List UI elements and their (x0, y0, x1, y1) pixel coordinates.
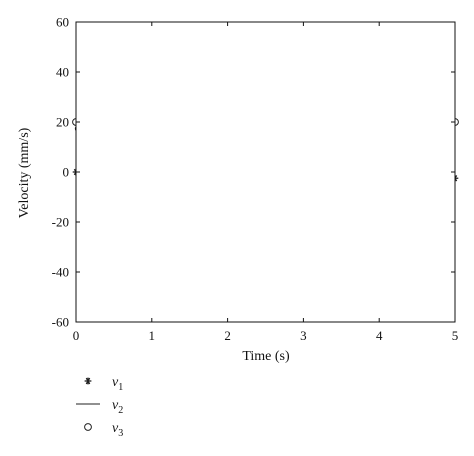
y-tick-label: 60 (56, 15, 69, 30)
y-tick-label: 20 (56, 115, 69, 130)
x-tick-label: 3 (300, 328, 307, 343)
asterisk-marker (84, 377, 92, 385)
y-tick-label: -20 (52, 215, 69, 230)
x-tick-label: 5 (452, 328, 459, 343)
legend-label: v2 (112, 398, 123, 416)
plot-frame (75, 21, 456, 323)
legend: v1 v2 v3 (76, 375, 123, 439)
legend-label: v1 (112, 375, 123, 393)
legend-label-subscript: 1 (118, 382, 123, 393)
legend-item-v1: v1 (84, 375, 123, 393)
y-tick-label: 0 (63, 165, 70, 180)
legend-label-subscript: 2 (118, 405, 123, 416)
legend-label-subscript: 3 (118, 428, 123, 439)
x-tick-label: 4 (376, 328, 383, 343)
y-axis-label: Velocity (mm/s) (17, 127, 32, 218)
x-tick-label: 1 (149, 328, 156, 343)
axes-layer: 0 1 2 3 4 5 -60 -40 -20 0 20 40 60 (52, 15, 459, 344)
x-tick-label: 2 (224, 328, 231, 343)
legend-circle-swatch (84, 423, 92, 431)
y-tick-label: 40 (56, 65, 69, 80)
legend-item-v2: v2 (76, 398, 123, 416)
y-tick-label: -40 (52, 265, 69, 280)
x-tick-label: 0 (73, 328, 80, 343)
y-tick-label: -60 (52, 315, 69, 330)
legend-item-v3: v3 (84, 421, 123, 439)
legend-label: v3 (112, 421, 123, 439)
x-axis-label: Time (s) (242, 349, 290, 364)
